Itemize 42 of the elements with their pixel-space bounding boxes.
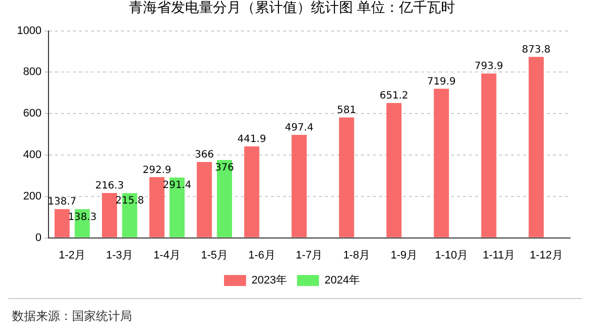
- data-label: 366: [194, 150, 214, 161]
- data-label: 651.2: [380, 90, 408, 102]
- legend-label: 2023年: [252, 274, 288, 287]
- legend-label: 2024年: [324, 274, 360, 287]
- x-tick-label: 1-8月: [343, 249, 370, 262]
- x-tick-label: 1-7月: [296, 249, 323, 262]
- bar: [339, 118, 354, 238]
- data-label: 873.8: [522, 44, 551, 56]
- bar: [386, 103, 402, 238]
- x-tick-label: 1-6月: [248, 249, 276, 262]
- chart-title: 青海省发电量分月（累计值）统计图 单位：亿千瓦时: [128, 0, 456, 16]
- y-tick-label: 200: [23, 190, 42, 202]
- y-tick-label: 600: [23, 108, 42, 120]
- x-tick-label: 1-11月: [482, 249, 515, 262]
- x-tick-label: 1-2月: [58, 249, 86, 262]
- x-tick-label: 1-3月: [106, 249, 134, 262]
- bar: [481, 73, 496, 238]
- bar: [292, 134, 307, 238]
- x-tick-label: 1-4月: [154, 249, 180, 262]
- x-tick-label: 1-9月: [390, 249, 418, 262]
- bar: [244, 146, 260, 238]
- data-label: 793.9: [474, 61, 504, 72]
- x-tick-label: 1-12月: [530, 249, 563, 262]
- x-tick-label: 1-5月: [200, 249, 228, 262]
- data-label: 581: [337, 105, 356, 116]
- data-label: 441.9: [237, 134, 266, 145]
- y-tick-label: 800: [23, 66, 42, 78]
- data-label: 292.9: [142, 164, 172, 176]
- y-tick-label: 1000: [16, 24, 42, 37]
- x-tick-label: 1-10月: [434, 249, 468, 262]
- data-label: 497.4: [284, 122, 314, 134]
- bar: [149, 177, 164, 238]
- bar: [196, 162, 212, 238]
- y-tick-label: 0: [35, 232, 42, 244]
- bar: [528, 56, 544, 238]
- data-label: 216.3: [95, 180, 124, 192]
- bar: [434, 88, 449, 238]
- bar: [54, 209, 70, 238]
- y-tick-label: 400: [23, 149, 42, 162]
- source-note: 数据来源：国家统计局: [12, 308, 132, 325]
- bar: [102, 193, 118, 238]
- data-label: 719.9: [427, 76, 456, 88]
